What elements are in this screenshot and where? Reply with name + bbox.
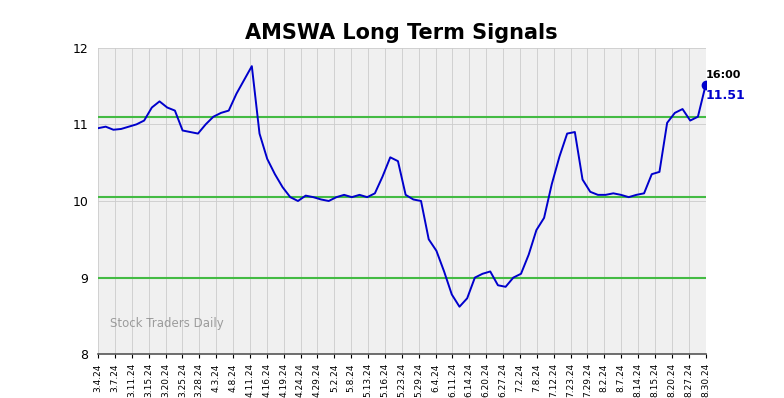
Text: Stock Traders Daily: Stock Traders Daily bbox=[110, 317, 224, 330]
Text: 11.51: 11.51 bbox=[706, 89, 746, 102]
Title: AMSWA Long Term Signals: AMSWA Long Term Signals bbox=[245, 23, 558, 43]
Text: 16:00: 16:00 bbox=[706, 70, 741, 80]
